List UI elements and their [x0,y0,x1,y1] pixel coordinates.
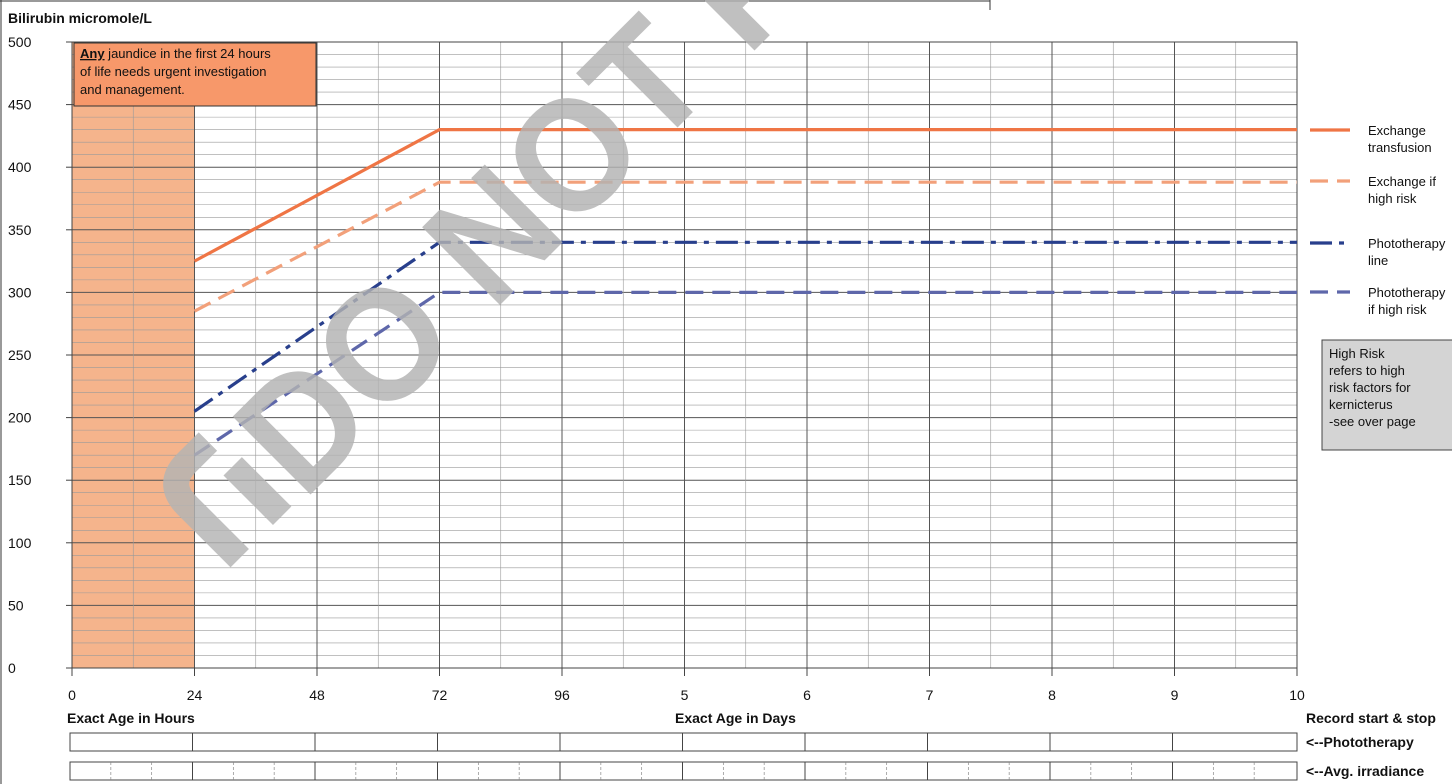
legend-label-exchange-transfusion-2: transfusion [1368,140,1432,155]
urgent-note-box [73,42,317,107]
irradiance-row-label: <--Avg. irradiance [1306,763,1424,779]
y-tick-label: 350 [8,222,32,238]
record-start-stop-label: Record start & stop [1306,710,1436,726]
legend: Exchange transfusion Exchange if high ri… [1310,123,1446,317]
high-risk-note-line-4: kernicterus [1329,397,1393,412]
legend-label-phototherapy-line-2: line [1368,253,1388,268]
x-tick-label: 9 [1171,687,1179,703]
high-risk-note-line-5: -see over page [1329,414,1416,429]
x-tick-label: 72 [432,687,448,703]
y-tick-labels: 0 50 100 150 200 250 300 350 400 450 500 [8,34,72,676]
high-risk-note-line-1: High Risk [1329,346,1385,361]
y-tick-label: 300 [8,284,32,300]
urgent-jaundice-note: Any jaundice in the first 24 hours of li… [73,42,317,107]
legend-label-exchange-high-risk-2: high risk [1368,191,1417,206]
high-risk-note: High Risk refers to high risk factors fo… [1321,339,1452,451]
phototherapy-row-label: <--Phototherapy [1306,734,1414,750]
y-tick-label: 250 [8,347,32,363]
x-tick-label: 8 [1048,687,1056,703]
high-risk-note-line-2: refers to high [1329,363,1405,378]
urgent-note-line-2: of life needs urgent investigation [80,64,266,79]
y-axis-title: Bilirubin micromole/L [8,10,152,26]
irradiance-record-row[interactable] [69,761,1298,781]
x-tick-label: 24 [187,687,203,703]
urgent-note-emphasis: Any [80,46,105,61]
high-risk-note-line-3: risk factors for [1329,380,1411,395]
legend-label-phototherapy-line-1: Phototherapy [1368,236,1446,251]
legend-label-phototherapy-high-risk-2: if high risk [1368,302,1427,317]
series-lines [193,128,1297,457]
y-tick-label: 0 [8,660,16,676]
x-tick-label: 96 [554,687,570,703]
x-axis-title-days: Exact Age in Days [675,710,796,726]
watermark-logo-bar [223,457,292,525]
y-tick-label: 500 [8,34,32,50]
watermark-text: DO NOT PRINT [201,0,1091,526]
x-tick-labels: 0 24 48 72 96 5 6 7 8 9 10 [68,668,1305,703]
urgent-note-line-1: Any jaundice in the first 24 hours [80,46,271,61]
x-tick-label: 5 [681,687,689,703]
record-rows [69,732,1298,781]
x-tick-label: 48 [309,687,325,703]
series-phototherapy-line [193,240,1297,413]
x-axis-title-hours: Exact Age in Hours [67,710,195,726]
watermark-logo-mark [163,432,249,568]
x-tick-label: 10 [1289,687,1305,703]
y-tick-label: 100 [8,535,32,551]
x-tick-label: 0 [68,687,76,703]
x-tick-label: 7 [926,687,934,703]
series-exchange-transfusion [193,128,1297,263]
y-tick-label: 50 [8,597,24,613]
y-tick-label: 400 [8,159,32,175]
legend-label-phototherapy-high-risk-1: Phototherapy [1368,285,1446,300]
series-exchange-if-high-risk [193,180,1297,313]
y-tick-label: 450 [8,97,32,113]
phototherapy-record-row[interactable] [69,732,1298,752]
urgent-note-line-3: and management. [80,82,185,97]
series-phototherapy-if-high-risk [193,290,1297,457]
legend-label-exchange-high-risk-1: Exchange if [1368,174,1436,189]
high-risk-note-box [1321,339,1452,451]
y-tick-label: 150 [8,472,32,488]
legend-label-exchange-transfusion-1: Exchange [1368,123,1426,138]
urgent-note-line-1-text: jaundice in the first 24 hours [105,46,272,61]
x-tick-label: 6 [803,687,811,703]
y-tick-label: 200 [8,410,32,426]
